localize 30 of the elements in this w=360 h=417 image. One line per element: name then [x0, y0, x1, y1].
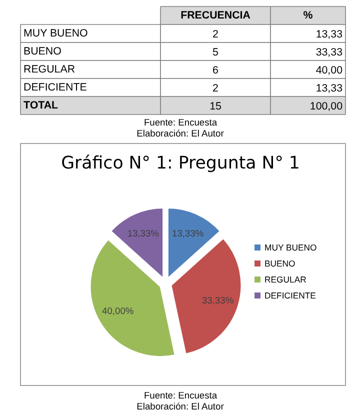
- text: 15: [210, 100, 222, 112]
- text: 6: [212, 64, 219, 76]
- text: Elaboración: El Autor: [136, 402, 224, 412]
- text: %: [303, 10, 314, 22]
- text: 13,33: [316, 28, 343, 40]
- text: BUENO: [24, 46, 62, 58]
- chart-title: Gráfico N° 1: Pregunta N° 1: [61, 154, 300, 174]
- text: 2: [212, 82, 219, 94]
- text: 33,33: [316, 46, 343, 58]
- text: 40,00: [316, 64, 343, 76]
- data-label: 40,00%: [102, 306, 134, 316]
- legend-label: DEFICIENTE: [264, 290, 316, 300]
- text: DEFICIENTE: [24, 82, 87, 94]
- legend-label: BUENO: [264, 258, 296, 268]
- text: 5: [212, 46, 219, 58]
- data-label: 13,33%: [172, 228, 204, 238]
- text: REGULAR: [24, 64, 76, 76]
- text: 13,33: [316, 82, 343, 94]
- text: FRECUENCIA: [180, 10, 251, 22]
- legend-label: REGULAR: [264, 274, 306, 284]
- text: 100,00: [310, 100, 343, 112]
- source-note: Fuente: Encuesta: [144, 390, 218, 400]
- source-note: Fuente: Encuesta: [144, 118, 218, 128]
- data-label: 33,33%: [202, 295, 234, 306]
- text: MUY BUENO: [24, 28, 88, 40]
- data-label: 13,33%: [127, 228, 159, 238]
- text: TOTAL: [24, 100, 59, 112]
- text: 2: [212, 28, 219, 40]
- legend-label: MUY BUENO: [264, 242, 318, 252]
- text: Elaboración: El Autor: [136, 128, 224, 138]
